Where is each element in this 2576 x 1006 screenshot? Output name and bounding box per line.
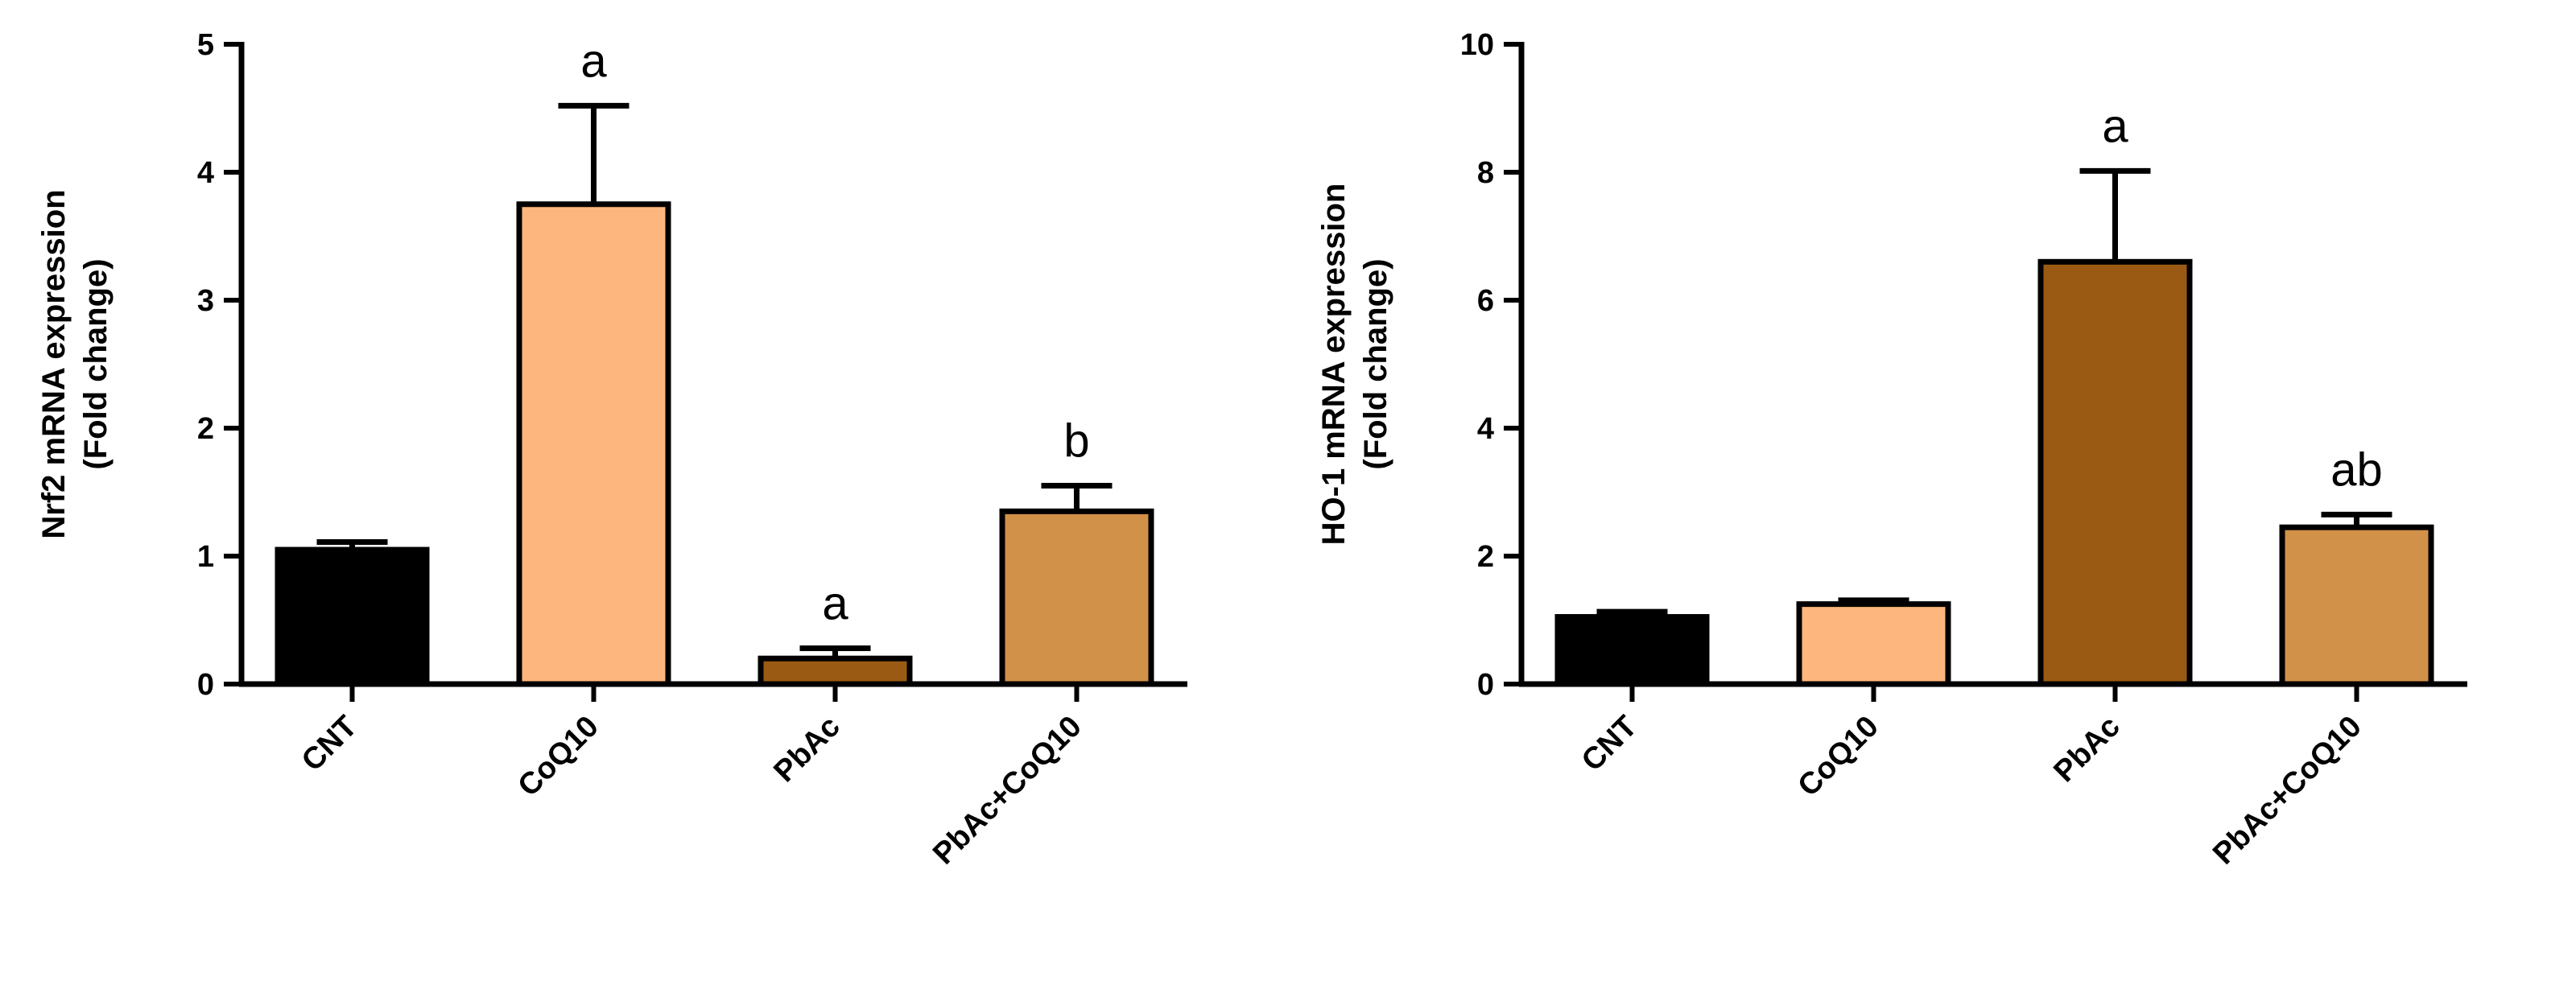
category-label: CNT bbox=[295, 710, 364, 778]
bar bbox=[2279, 524, 2434, 687]
bar bbox=[516, 201, 671, 687]
y-axis-title-line2: (Fold change) bbox=[1358, 258, 1393, 469]
y-tick-label: 1 bbox=[197, 540, 214, 574]
y-tick-label: 3 bbox=[197, 284, 214, 318]
bar bbox=[999, 508, 1154, 687]
y-tick-label: 0 bbox=[197, 668, 214, 702]
y-tick-label: 2 bbox=[1477, 540, 1494, 574]
bar bbox=[2037, 258, 2193, 687]
category-label: PbAc bbox=[2047, 710, 2126, 789]
category-label: CNT bbox=[1575, 710, 1644, 778]
y-tick-label: 5 bbox=[197, 28, 214, 62]
category-label: PbAc+CoQ10 bbox=[927, 710, 1088, 872]
y-tick-label: 8 bbox=[1477, 156, 1494, 190]
ho1-chart: 0 2 4 6 8 10 CNT CoQ10 a PbAc ab PbAc+CoQ10 HO-1 mRN… bbox=[1316, 28, 2467, 871]
y-tick-label: 4 bbox=[197, 156, 214, 190]
y-tick-label: 6 bbox=[1477, 284, 1494, 318]
y-tick-label: 4 bbox=[1477, 412, 1494, 446]
y-axis-title-line2: (Fold change) bbox=[78, 258, 114, 469]
bar bbox=[758, 655, 913, 687]
bar bbox=[275, 546, 430, 687]
nrf2-chart: 0 1 2 3 4 5 CNT a CoQ10 a PbAc b PbAc+CoQ10 Nrf2 mRNA… bbox=[36, 28, 1187, 871]
y-axis-title-line1: HO-1 mRNA expression bbox=[1316, 183, 1352, 546]
bar bbox=[1796, 601, 1951, 687]
category-label: PbAc bbox=[767, 710, 846, 789]
significance-label: a bbox=[580, 35, 607, 87]
y-tick-label: 10 bbox=[1460, 28, 1494, 62]
y-axis-title-line1: Nrf2 mRNA expression bbox=[36, 189, 72, 538]
significance-label: b bbox=[1063, 415, 1089, 468]
significance-label: ab bbox=[2330, 443, 2383, 496]
y-tick-label: 0 bbox=[1477, 668, 1494, 702]
significance-label: a bbox=[822, 577, 848, 629]
category-label: PbAc+CoQ10 bbox=[2207, 710, 2368, 872]
category-label: CoQ10 bbox=[512, 710, 605, 803]
category-label: CoQ10 bbox=[1792, 710, 1885, 803]
y-tick-label: 2 bbox=[197, 412, 214, 446]
bar bbox=[1554, 614, 1710, 687]
significance-label: a bbox=[2102, 100, 2128, 152]
